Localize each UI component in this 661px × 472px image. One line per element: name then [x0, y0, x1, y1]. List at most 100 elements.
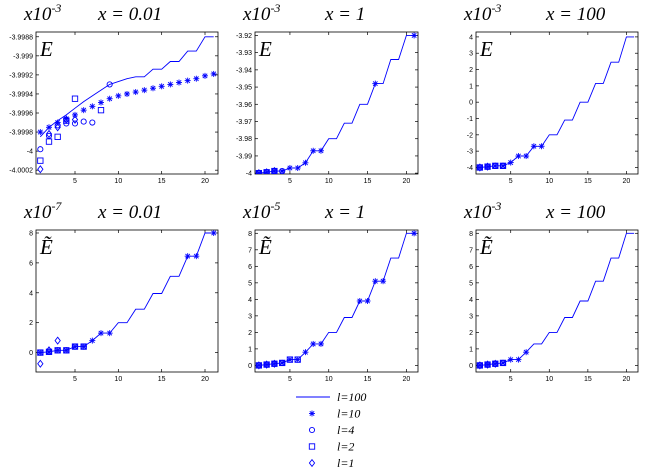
y-tick-label: 0	[248, 363, 252, 370]
data-point-diamond	[45, 129, 53, 139]
y-tick-label: -3.9994	[9, 91, 33, 98]
data-point-circle	[279, 168, 286, 174]
y-tick-label: 6	[469, 264, 473, 271]
chart-panel-top-middle: x10-3 x = 1 E 5 10 15 20 -3.92 -3.93 -3.94 -3.95 -3…	[236, 1, 419, 185]
y-tick-label: -3.97	[236, 119, 252, 126]
data-point-circle	[54, 122, 61, 129]
x-tick-label: 15	[584, 178, 592, 185]
x-tick-label: 20	[623, 376, 631, 383]
data-point-circle	[106, 81, 113, 88]
data-point-square	[71, 343, 79, 350]
scale-factor: x10-7	[23, 199, 62, 223]
x-tick-label: 5	[509, 178, 513, 185]
data-point-star	[286, 356, 293, 363]
data-point-star	[515, 153, 522, 160]
x-tick-label: 10	[325, 376, 333, 383]
data-point-diamond	[45, 346, 53, 355]
y-tick-label: -3.9988	[9, 34, 33, 41]
y-tick-label: 7	[469, 247, 473, 254]
legend-label: l=2	[337, 440, 354, 454]
data-point-diamond	[37, 165, 44, 174]
y-tick-label: 0	[469, 100, 473, 107]
y-tick-label: -3.94	[236, 67, 252, 74]
y-tick-label: 2	[469, 330, 473, 337]
scale-exponent: -7	[51, 199, 62, 213]
data-point-star	[507, 356, 514, 363]
data-point-circle	[37, 146, 44, 153]
y-tick-label: -4.0002	[9, 168, 33, 175]
axes-frame	[35, 31, 219, 175]
y-tick-label: 4	[29, 290, 33, 297]
data-point-diamond	[271, 359, 278, 368]
data-point-diamond	[54, 123, 61, 132]
series-line-l100	[479, 232, 635, 366]
data-point-star	[98, 99, 104, 106]
y-tick-label: -3.9998	[9, 130, 33, 137]
data-point-square	[286, 356, 294, 363]
data-point-star	[294, 356, 301, 363]
x-tick-label: 10	[114, 376, 122, 383]
legend-label: l=10	[337, 407, 360, 421]
x-tick-label: 10	[545, 178, 553, 185]
series-line-l100	[258, 34, 415, 174]
y-tick-label: -4	[246, 171, 252, 178]
y-tick-label: 5	[248, 280, 252, 287]
legend-label: l=4	[337, 423, 354, 437]
data-point-diamond	[263, 360, 270, 369]
x-tick-label: 5	[73, 376, 77, 383]
data-point-diamond	[476, 163, 484, 172]
data-point-star	[80, 107, 87, 114]
scale-base: x10	[23, 202, 52, 223]
data-point-square	[63, 347, 70, 354]
y-tick-label: 8	[29, 230, 33, 237]
legend-star-marker	[309, 410, 315, 417]
x-tick-label: 15	[364, 376, 372, 383]
data-point-star	[210, 230, 217, 236]
energy-symbol: E	[39, 37, 53, 61]
data-point-diamond	[71, 115, 79, 124]
axes-frame	[254, 229, 419, 373]
data-point-star	[317, 147, 324, 154]
x-tick-label: 15	[158, 376, 166, 383]
data-point-star	[364, 298, 371, 304]
data-point-star	[150, 85, 156, 92]
panel-title: x = 1	[324, 202, 365, 223]
y-tick-label: 2	[248, 330, 252, 337]
data-point-star	[523, 349, 530, 356]
data-point-diamond	[263, 168, 270, 174]
y-tick-label: 3	[248, 313, 252, 320]
y-tick-label: -3	[467, 149, 473, 156]
data-point-star	[372, 80, 379, 87]
scale-base: x10	[242, 202, 271, 223]
data-point-star	[167, 81, 174, 88]
data-point-star	[286, 164, 293, 171]
data-point-square	[45, 348, 53, 355]
x-tick-label: 5	[509, 376, 513, 383]
energy-symbol: Ẽ	[258, 235, 272, 259]
y-tick-label: 3	[469, 51, 473, 58]
data-point-star	[492, 162, 499, 169]
axes-frame	[475, 31, 639, 175]
legend-square-marker	[308, 443, 316, 450]
y-tick-label: 3	[469, 313, 473, 320]
panel-title: x = 0.01	[97, 202, 162, 223]
data-point-square	[45, 138, 53, 145]
data-point-star	[294, 164, 301, 171]
data-point-star	[302, 159, 309, 166]
series-group	[476, 232, 635, 370]
data-point-square	[499, 162, 507, 169]
panel-title: x = 100	[545, 4, 606, 25]
y-tick-label: 4	[248, 297, 252, 304]
y-tick-label: 2	[469, 67, 473, 74]
data-point-star	[176, 79, 182, 86]
series-group	[255, 230, 418, 370]
legend-label: l=100	[337, 390, 366, 404]
data-point-star	[80, 343, 87, 350]
data-point-star	[89, 103, 96, 110]
scale-base: x10	[463, 4, 492, 25]
legend-circle-marker	[308, 426, 316, 434]
panel-title: x = 1	[324, 4, 365, 25]
x-tick-label: 20	[201, 376, 209, 383]
